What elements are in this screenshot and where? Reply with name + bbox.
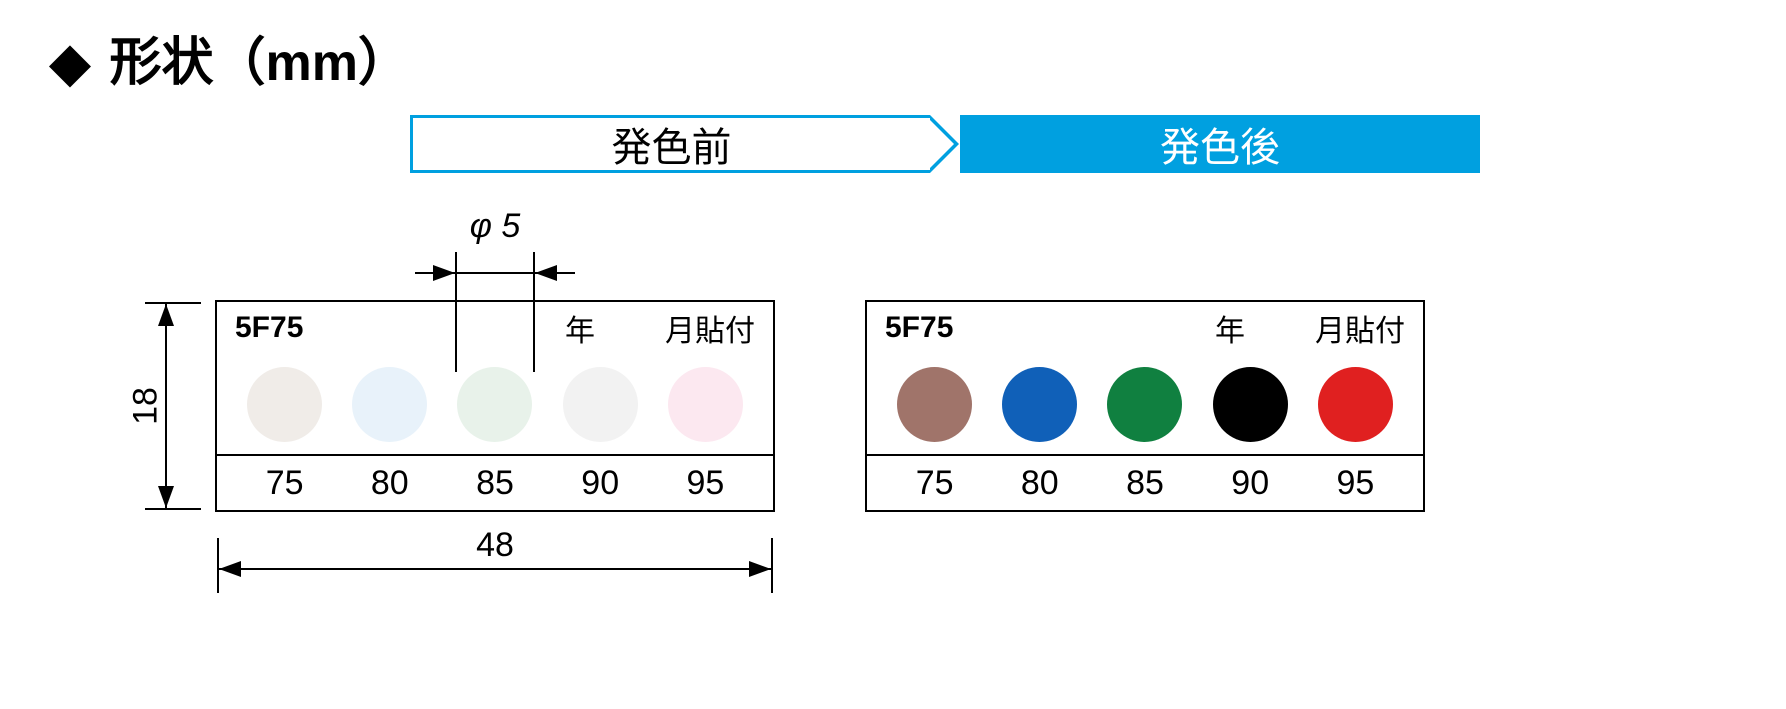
header-right: 年 月貼付 — [1215, 306, 1405, 350]
month-attach-text: 月貼付 — [1315, 306, 1405, 350]
dot-after-1 — [1002, 367, 1077, 442]
dot-after-0 — [897, 367, 972, 442]
year-text: 年 — [565, 306, 595, 350]
tab-before-label: 発色前 — [612, 115, 732, 173]
page-title: 形状（mm） — [50, 20, 410, 95]
dot-after-4 — [1318, 367, 1393, 442]
value-after-4: 95 — [1303, 464, 1408, 503]
header-right: 年 月貼付 — [565, 306, 755, 350]
dimension-height-value: 18 — [126, 387, 165, 425]
value-before-0: 75 — [232, 464, 337, 503]
dimension-width: 48 — [217, 528, 773, 598]
values-row-after: 7580859095 — [867, 454, 1423, 510]
value-before-2: 85 — [442, 464, 547, 503]
dimension-height: 18 — [137, 302, 197, 510]
value-after-0: 75 — [882, 464, 987, 503]
tab-after-label: 発色後 — [1160, 115, 1280, 173]
tab-before: 発色前 — [410, 115, 930, 173]
dot-before-1 — [352, 367, 427, 442]
value-before-4: 95 — [653, 464, 758, 503]
dots-row-after — [867, 354, 1423, 454]
title-text: 形状（mm） — [109, 34, 409, 92]
dot-after-2 — [1107, 367, 1182, 442]
label-header-after: 5F75 年 月貼付 — [867, 302, 1423, 354]
value-after-1: 80 — [987, 464, 1092, 503]
dot-before-2 — [457, 367, 532, 442]
value-after-3: 90 — [1198, 464, 1303, 503]
dot-before-4 — [668, 367, 743, 442]
dot-before-0 — [247, 367, 322, 442]
label-box-before: φ 5 18 5F75 年 月貼付 7580859095 — [215, 300, 775, 512]
label-box-after: 5F75 年 月貼付 7580859095 — [865, 300, 1425, 512]
model-text: 5F75 — [235, 311, 303, 345]
dot-before-3 — [563, 367, 638, 442]
dimension-width-value: 48 — [471, 526, 519, 565]
dot-after-3 — [1213, 367, 1288, 442]
month-attach-text: 月貼付 — [665, 306, 755, 350]
value-before-1: 80 — [337, 464, 442, 503]
state-tabs: 発色前 発色後 — [410, 115, 1480, 173]
label-header-before: 5F75 年 月貼付 — [217, 302, 773, 354]
diagram-container: φ 5 18 5F75 年 月貼付 7580859095 — [215, 300, 1425, 512]
values-row-before: 7580859095 — [217, 454, 773, 510]
model-text: 5F75 — [885, 311, 953, 345]
value-before-3: 90 — [548, 464, 653, 503]
tab-after: 発色後 — [960, 115, 1480, 173]
value-after-2: 85 — [1092, 464, 1197, 503]
dimension-phi-value: φ 5 — [470, 207, 521, 246]
dimension-phi: φ 5 — [415, 207, 575, 246]
year-text: 年 — [1215, 306, 1245, 350]
